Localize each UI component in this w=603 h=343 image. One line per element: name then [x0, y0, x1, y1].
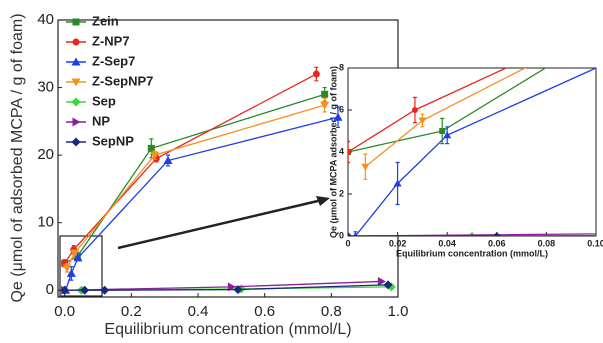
y-tick-label: 8 [339, 62, 344, 72]
data-point [418, 117, 427, 125]
data-point [150, 151, 160, 160]
legend-marker [72, 117, 81, 127]
data-point [163, 156, 173, 165]
data-point [353, 232, 358, 236]
legend-label: Z-NP7 [92, 33, 130, 48]
legend-label: SepNP [92, 133, 134, 148]
data-point [361, 163, 370, 171]
data-point [70, 249, 80, 258]
inset-frame [347, 67, 597, 237]
data-point [100, 285, 110, 295]
data-point [492, 232, 501, 236]
legend-label: NP [92, 113, 110, 128]
data-point [80, 285, 90, 295]
data-point [439, 128, 446, 134]
y-tick-label: 0 [339, 230, 344, 240]
zoom-box [59, 235, 103, 297]
x-tick-label: 0.06 [488, 238, 506, 248]
x-tick-label: 0.04 [438, 238, 456, 248]
y-tick-label: 4 [339, 146, 344, 156]
series-line [364, 68, 527, 168]
x-tick-label: 0.08 [538, 238, 556, 248]
y-tick-label: 20 [37, 146, 54, 163]
x-tick-label: 0 [345, 238, 350, 248]
data-point [320, 101, 330, 110]
error-bar [348, 140, 350, 164]
series-line [348, 68, 547, 153]
x-tick-label: 0.2 [121, 303, 142, 320]
x-tick-label: 0.02 [389, 238, 407, 248]
x-tick-label: 0.4 [188, 303, 209, 320]
x-tick-label: 0.10 [587, 238, 603, 248]
data-point [411, 107, 418, 113]
inset-plot [348, 68, 596, 236]
data-point [393, 179, 402, 187]
y-tick-label: 6 [339, 104, 344, 114]
legend-marker [72, 18, 80, 26]
data-point [377, 276, 386, 286]
legend-marker [72, 38, 80, 46]
data-point [383, 280, 393, 290]
y-axis-label: Qe (μmol of adsorbed MCPA / g of foam) [9, 13, 26, 302]
y-tick-label: 40 [37, 11, 54, 28]
legend-marker [71, 97, 81, 107]
legend-label: Z-Sep7 [92, 53, 135, 68]
series-line [348, 68, 508, 153]
y-tick-label: 10 [37, 214, 54, 231]
legend-marker [71, 78, 81, 87]
data-point [147, 144, 155, 152]
y-tick-label: 30 [37, 79, 54, 96]
series-line [66, 104, 325, 269]
y-tick-label: 2 [339, 188, 344, 198]
data-point [73, 253, 83, 262]
data-point [321, 90, 329, 98]
inset-x-label: Equilibrium concentration (mmol/L) [396, 248, 548, 258]
legend-label: Z-SepNP7 [92, 73, 153, 88]
zoom-arrow [117, 198, 323, 250]
y-tick-label: 0 [46, 281, 54, 298]
legend-label: Sep [92, 93, 116, 108]
x-tick-label: 0.6 [254, 303, 275, 320]
legend-marker [71, 137, 81, 147]
data-point [348, 232, 352, 236]
inset-y-label: Qe (μmol of MCPA adsorbed / g of foam) [328, 66, 338, 238]
x-tick-label: 0.0 [54, 303, 75, 320]
data-point [333, 112, 343, 121]
data-point [62, 264, 72, 273]
data-point [443, 131, 452, 139]
x-tick-label: 1.0 [388, 303, 409, 320]
data-point [233, 285, 243, 295]
arrow-head [316, 196, 330, 206]
legend-label: Zein [92, 13, 119, 28]
legend-marker [71, 57, 81, 66]
data-point [348, 149, 351, 155]
data-point [312, 70, 320, 78]
data-point [66, 268, 76, 277]
data-point [60, 285, 70, 295]
x-axis-label: Equilibrium concentration (mmol/L) [104, 321, 351, 338]
x-tick-label: 0.8 [321, 303, 342, 320]
